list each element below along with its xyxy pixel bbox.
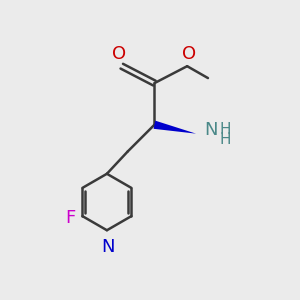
- Text: O: O: [112, 45, 126, 63]
- Text: N: N: [102, 238, 115, 256]
- Text: H: H: [219, 131, 231, 146]
- Text: O: O: [182, 45, 196, 63]
- Polygon shape: [154, 121, 196, 134]
- Text: F: F: [66, 208, 76, 226]
- Text: H: H: [219, 122, 231, 137]
- Text: N: N: [204, 121, 218, 139]
